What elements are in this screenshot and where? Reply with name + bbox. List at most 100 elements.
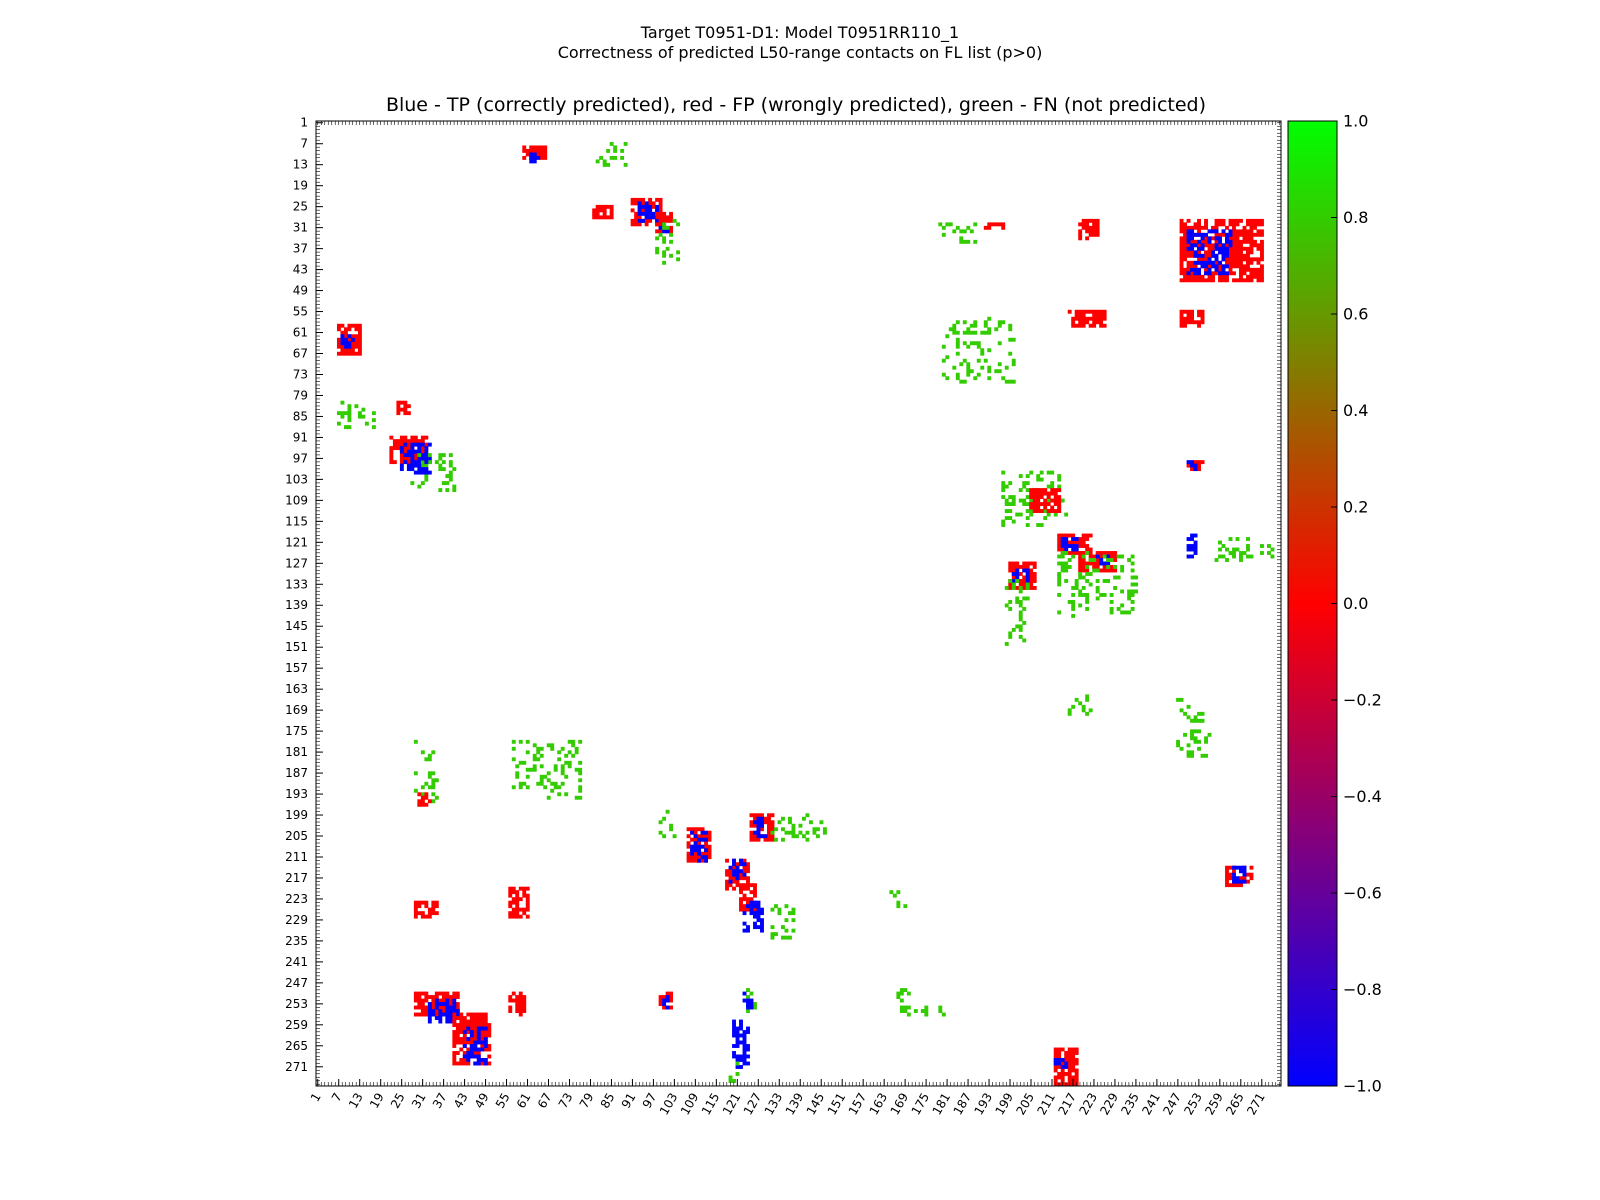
- fp-cell: [1099, 309, 1104, 314]
- fn-cell: [980, 330, 985, 335]
- fp-cell: [452, 1016, 457, 1020]
- fp-cell: [1239, 257, 1243, 262]
- fp-cell: [1081, 537, 1086, 541]
- fn-cell: [973, 376, 978, 381]
- fp-cell: [746, 879, 750, 884]
- fn-cell: [546, 778, 551, 783]
- fp-cell: [466, 1012, 471, 1017]
- fp-cell: [1057, 540, 1062, 545]
- fn-cell: [413, 788, 418, 793]
- fn-cell: [791, 911, 796, 916]
- fn-cell: [546, 743, 551, 748]
- fp-cell: [462, 1051, 467, 1055]
- fn-cell: [1190, 718, 1194, 723]
- fn-cell: [336, 411, 341, 416]
- fn-cell: [434, 795, 439, 800]
- fp-cell: [1053, 1054, 1058, 1059]
- fn-cell: [1008, 495, 1013, 500]
- fp-cell: [1218, 222, 1222, 227]
- fp-cell: [1099, 313, 1104, 318]
- tp-cell: [735, 1044, 740, 1048]
- fp-cell: [1232, 883, 1236, 888]
- fp-cell: [462, 1061, 467, 1066]
- fp-cell: [749, 834, 754, 839]
- fp-cell: [662, 995, 667, 999]
- fn-cell: [669, 253, 674, 258]
- fn-cell: [735, 1061, 740, 1066]
- fp-cell: [466, 1030, 471, 1034]
- tp-cell: [1022, 568, 1027, 573]
- fp-cell: [1256, 274, 1261, 279]
- fn-cell: [1011, 519, 1016, 524]
- fp-cell: [515, 893, 520, 898]
- fp-cell: [1064, 1051, 1069, 1055]
- fp-cell: [1214, 239, 1219, 244]
- fp-cell: [1067, 309, 1072, 314]
- fn-cell: [997, 323, 1002, 328]
- fp-cell: [1113, 558, 1118, 562]
- fn-cell: [546, 795, 551, 800]
- fp-cell: [1225, 243, 1229, 248]
- fp-cell: [1078, 320, 1083, 325]
- tp-cell: [427, 470, 432, 475]
- tp-cell: [1214, 229, 1219, 234]
- fp-cell: [1235, 239, 1240, 244]
- tp-cell: [469, 1051, 474, 1055]
- fp-cell: [1260, 264, 1264, 269]
- fn-cell: [1025, 509, 1030, 513]
- fp-cell: [1109, 551, 1114, 555]
- fp-cell: [1235, 883, 1240, 888]
- fp-cell: [1092, 554, 1097, 559]
- fp-cell: [396, 442, 401, 447]
- tp-cell: [1190, 463, 1194, 468]
- fn-cell: [1186, 704, 1191, 709]
- fn-cell: [424, 757, 429, 762]
- fp-cell: [1057, 1054, 1062, 1059]
- tp-cell: [753, 921, 757, 926]
- fp-cell: [417, 439, 422, 444]
- fp-cell: [469, 1012, 474, 1017]
- tp-cell: [693, 844, 698, 849]
- fp-cell: [413, 456, 418, 461]
- fn-cell: [955, 330, 960, 335]
- fn-cell: [1004, 379, 1009, 384]
- fp-cell: [508, 893, 513, 898]
- fn-cell: [420, 750, 425, 755]
- fp-cell: [1067, 1065, 1072, 1069]
- fn-cell: [1004, 516, 1009, 520]
- fp-cell: [1232, 246, 1236, 251]
- fp-cell: [742, 883, 747, 888]
- tp-cell: [438, 1009, 443, 1013]
- fn-cell: [1001, 320, 1006, 325]
- fp-cell: [1253, 222, 1257, 227]
- fp-cell: [1092, 320, 1097, 325]
- fp-cell: [1074, 540, 1079, 545]
- tp-cell: [742, 1058, 747, 1062]
- fp-cell: [1036, 495, 1041, 500]
- fn-cell: [966, 239, 971, 244]
- fp-cell: [1239, 246, 1243, 251]
- fp-cell: [1235, 232, 1240, 237]
- fp-cell: [1207, 278, 1212, 283]
- fp-cell: [1099, 551, 1104, 555]
- tp-cell: [410, 456, 415, 461]
- fn-cell: [1228, 551, 1233, 555]
- fp-cell: [1207, 250, 1212, 255]
- tp-cell: [529, 152, 534, 157]
- x-tick-label: 229: [1097, 1091, 1121, 1118]
- tp-cell: [1232, 876, 1236, 881]
- fn-cell: [1190, 729, 1194, 734]
- fp-cell: [760, 813, 764, 818]
- tp-cell: [1214, 246, 1219, 251]
- fp-cell: [1092, 565, 1097, 569]
- fp-cell: [658, 998, 663, 1003]
- fn-cell: [1130, 593, 1135, 597]
- fn-cell: [1127, 558, 1132, 562]
- fn-cell: [1179, 708, 1184, 713]
- fp-cell: [1071, 1047, 1076, 1052]
- fn-cell: [564, 774, 569, 779]
- x-tick-label: 157: [846, 1091, 870, 1118]
- tp-cell: [1064, 1065, 1069, 1069]
- tp-cell: [1221, 267, 1226, 272]
- fp-cell: [515, 914, 520, 919]
